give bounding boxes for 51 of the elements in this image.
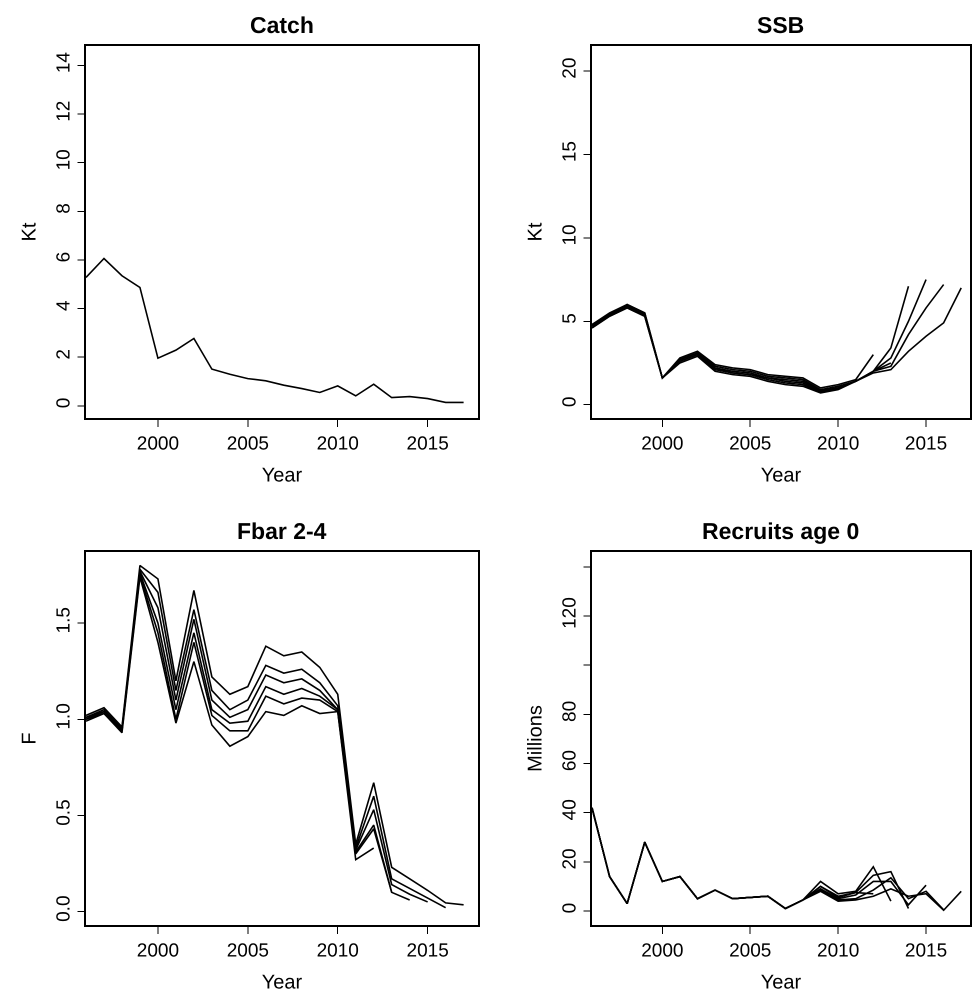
x-tick-label: 2015 xyxy=(406,940,449,962)
x-tick-label: 2005 xyxy=(226,940,269,962)
y-tick-label: 80 xyxy=(560,700,581,722)
y-axis-title: Millions xyxy=(524,705,547,772)
x-axis-title: Year xyxy=(262,464,303,487)
x-tick-label: 2005 xyxy=(729,940,772,962)
y-tick-label: 20 xyxy=(560,848,581,870)
x-axis-title: Year xyxy=(760,464,802,487)
y-tick-label: 10 xyxy=(54,149,75,170)
chart-title: Fbar 2-4 xyxy=(237,518,327,544)
chart-title: Catch xyxy=(250,12,314,38)
x-tick-label: 2010 xyxy=(316,940,359,962)
y-tick-label: 10 xyxy=(560,224,581,246)
y-axis-title: Kt xyxy=(524,222,547,242)
x-tick-label: 2000 xyxy=(136,434,180,455)
y-tick-label: 8 xyxy=(54,203,75,214)
x-tick-label: 2000 xyxy=(136,940,180,962)
x-tick-label: 2010 xyxy=(817,940,860,962)
y-tick-label: 20 xyxy=(560,58,581,79)
y-tick-label: 5 xyxy=(560,313,581,324)
x-tick-label: 2015 xyxy=(904,434,948,455)
y-axis-title: Kt xyxy=(18,222,41,242)
x-axis-title: Year xyxy=(262,972,303,994)
y-tick-label: 4 xyxy=(54,300,75,312)
y-tick-label: 6 xyxy=(54,252,75,262)
x-tick-label: 2015 xyxy=(904,940,948,962)
y-tick-label: 2 xyxy=(54,349,75,360)
chart-title: SSB xyxy=(757,12,804,38)
y-tick-label: 0 xyxy=(560,902,581,914)
x-tick-label: 2010 xyxy=(316,434,359,455)
x-tick-label: 2015 xyxy=(406,434,449,455)
y-tick-label: 60 xyxy=(560,750,581,772)
y-tick-label: 12 xyxy=(54,100,75,122)
y-axis-title: F xyxy=(18,732,41,745)
y-tick-label: 0.0 xyxy=(54,895,75,922)
x-tick-label: 2005 xyxy=(226,434,269,455)
x-tick-label: 2000 xyxy=(641,434,684,455)
x-axis-title: Year xyxy=(760,972,802,994)
y-tick-label: 15 xyxy=(560,141,581,162)
y-tick-label: 40 xyxy=(560,799,581,820)
y-tick-label: 0.5 xyxy=(54,799,75,826)
chart-title: Recruits age 0 xyxy=(702,518,860,544)
y-tick-label: 120 xyxy=(560,597,581,629)
y-tick-label: 14 xyxy=(54,52,75,74)
y-tick-label: 0 xyxy=(54,398,75,408)
x-tick-label: 2005 xyxy=(729,434,772,455)
y-tick-label: 1.0 xyxy=(54,703,75,730)
x-tick-label: 2000 xyxy=(641,940,684,962)
y-tick-label: 0 xyxy=(560,396,581,408)
x-tick-label: 2010 xyxy=(817,434,860,455)
y-tick-label: 1.5 xyxy=(54,607,75,634)
